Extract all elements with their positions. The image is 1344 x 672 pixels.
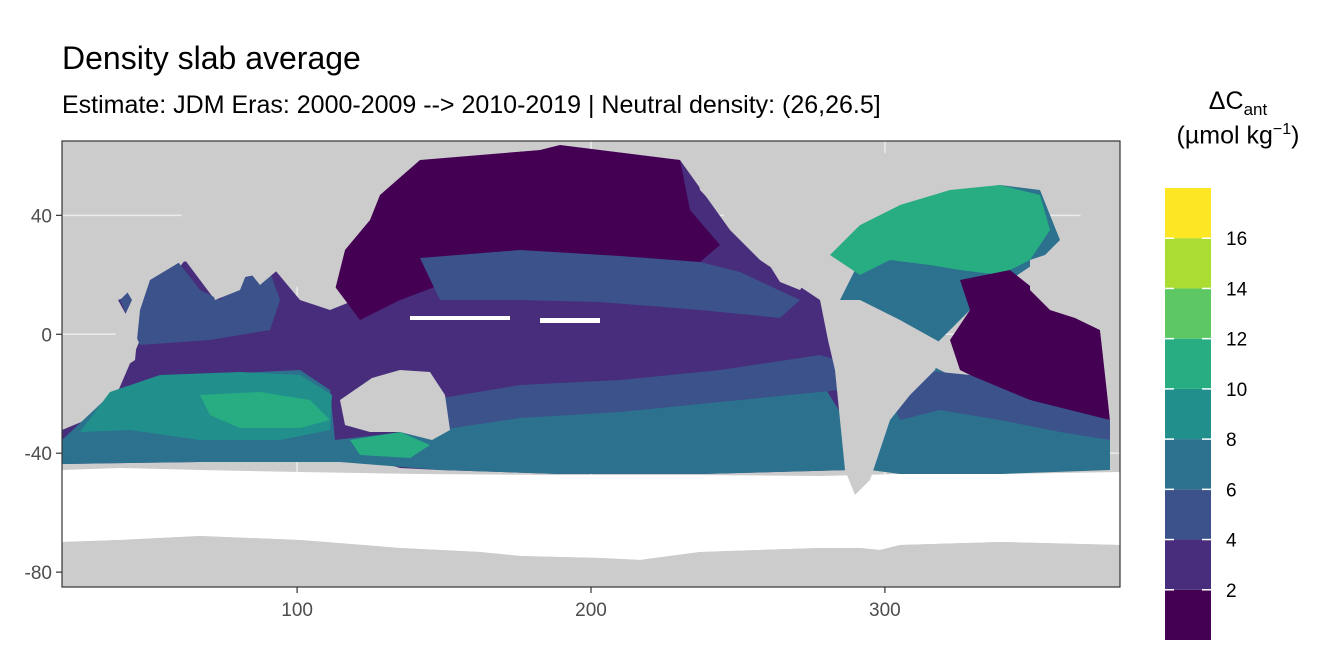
legend-break-label: 14 [1226,279,1248,300]
legend-bin-10-12 [1165,338,1211,389]
land-north-america [690,141,930,290]
x-tick-label: 200 [575,600,607,621]
land-masses [62,141,1120,587]
legend-subscript: ant [1243,100,1268,119]
land-eurasia [180,141,540,300]
legend-symbol: ΔC [1208,87,1244,115]
legend-unit-exp: −1 [1272,121,1292,139]
ocean-south-indian-peak [200,392,330,428]
x-tick-label: 300 [869,600,901,621]
y-tick-label: 0 [41,325,52,346]
legend-title: ΔCant (µmol kg−1) [1150,86,1326,152]
y-tick-label: -40 [25,444,52,465]
y-axis: 40 0 -40 -80 [25,206,62,584]
legend-bin-12-14 [1165,288,1211,339]
legend-bin-8-10 [1165,388,1211,440]
ocean-nw-atlantic [830,185,1050,275]
y-tick-label: -80 [25,563,52,584]
ocean-south-tasman [350,432,430,458]
x-tick-label: 100 [281,600,313,621]
legend-unit-prefix: (µmol kg [1176,121,1273,150]
map-panel [62,141,1120,587]
legend-break-label: 12 [1226,330,1247,351]
chart-title: Density slab average [62,40,361,76]
legend-break-label: 8 [1226,430,1237,451]
ocean-east-atlantic-low [950,270,1110,420]
legend-break-label: 6 [1226,480,1237,501]
legend-labels: 2 4 6 8 10 12 14 16 [1165,229,1248,602]
land-australia [340,370,450,440]
land-europe-greenland [1040,141,1120,240]
legend-bin-6-8 [1165,439,1211,490]
x-axis: 100 200 300 [281,587,901,621]
legend-colorbar [1165,188,1211,640]
chart-subtitle: Estimate: JDM Eras: 2000-2009 --> 2010-2… [62,91,881,119]
ocean-south-atlantic [890,370,1110,440]
legend-bin-16-18 [1165,188,1211,239]
land-africa [62,141,280,420]
ocean-north-pacific [330,145,720,320]
y-tick-label: 40 [31,206,52,227]
legend-break-label: 4 [1226,531,1237,552]
ocean-south-pacific-mid [430,355,840,430]
nodata-streak-2 [540,318,600,323]
legend-break-label: 2 [1226,581,1237,602]
legend-break-label: 10 [1226,380,1247,401]
nodata-streak-1 [410,316,510,320]
legend-break-label: 16 [1226,229,1247,250]
land-antarctica [62,536,1120,587]
legend-bin-4-6 [1165,489,1211,540]
legend-unit-suffix: ) [1291,121,1300,150]
legend-bin-0-2 [1165,589,1211,640]
legend-bin-14-16 [1165,238,1211,289]
land-west-africa-wrap [1030,250,1120,420]
legend-bin-2-4 [1165,539,1211,590]
ocean-eq-pacific-band [420,250,800,318]
land-south-america [820,300,945,495]
